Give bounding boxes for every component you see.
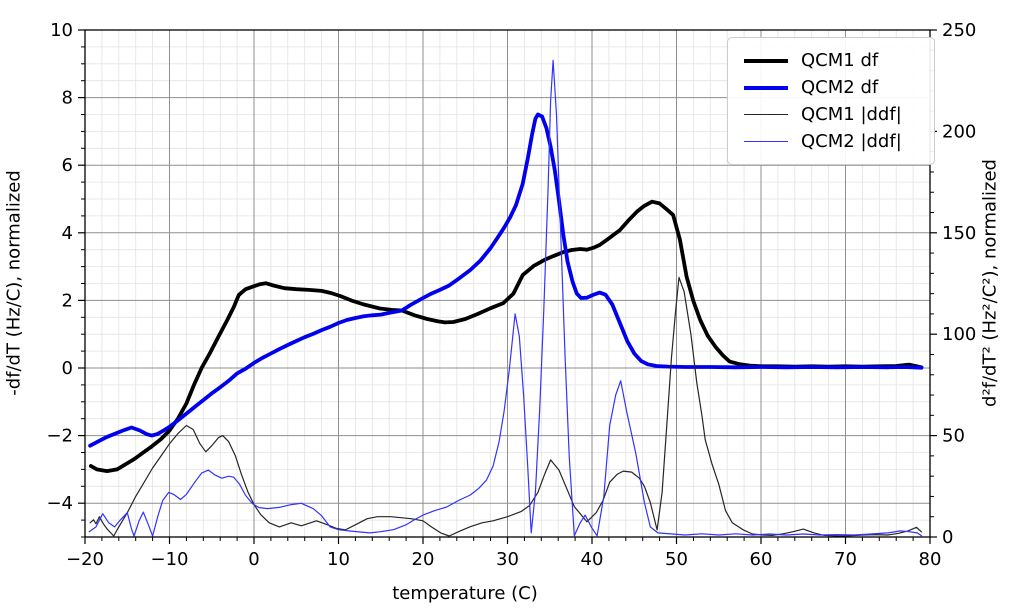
legend-item-label: QCM2 df — [801, 77, 879, 98]
y-right-tick-label: 0 — [942, 527, 953, 548]
legend-item-label: QCM1 |ddf| — [801, 104, 902, 125]
y-left-tick-label: 2 — [62, 290, 73, 311]
y-right-tick-label: 100 — [942, 324, 976, 345]
legend-line-sample — [744, 85, 788, 90]
legend-line-sample — [744, 114, 788, 115]
y-left-tick-label: 4 — [62, 223, 73, 244]
y-right-tick-label: 150 — [942, 223, 976, 244]
y-left-tick-label: −4 — [46, 493, 73, 514]
series-qcm2-ddf — [88, 59, 923, 537]
x-tick-label: 70 — [834, 549, 857, 570]
y-left-tick-label: 8 — [62, 88, 73, 109]
x-tick-label: 10 — [327, 549, 350, 570]
x-tick-label: 30 — [496, 549, 519, 570]
y-right-tick-label: 200 — [942, 121, 976, 142]
x-axis-label: temperature (C) — [392, 583, 538, 604]
y-left-tick-label: 0 — [62, 358, 73, 379]
series-qcm2-df — [88, 112, 924, 448]
x-tick-label: 80 — [919, 549, 942, 570]
y-axis-label-right: d²f/dT² (Hz²/C²), normalized — [979, 159, 1001, 407]
x-tick-label: 50 — [665, 549, 688, 570]
x-tick-label: 0 — [248, 549, 259, 570]
legend: QCM1 df QCM2 df QCM1 |ddf| QCM2 |ddf| — [727, 37, 935, 165]
series-qcm1-ddf — [89, 276, 923, 537]
legend-item: QCM2 |ddf| — [744, 128, 922, 155]
legend-item-label: QCM2 |ddf| — [801, 131, 902, 152]
series-qcm1-df — [89, 199, 924, 474]
legend-item: QCM1 df — [744, 47, 922, 74]
y-left-tick-label: −2 — [46, 426, 73, 447]
y-left-tick-label: 10 — [50, 20, 73, 41]
x-tick-label: 40 — [581, 549, 604, 570]
x-tick-label: −10 — [151, 549, 189, 570]
y-left-tick-label: 6 — [62, 155, 73, 176]
legend-item-label: QCM1 df — [801, 50, 879, 71]
legend-item: QCM2 df — [744, 74, 922, 101]
legend-item: QCM1 |ddf| — [744, 101, 922, 128]
legend-line-sample — [744, 58, 788, 63]
legend-line-sample — [744, 141, 788, 142]
y-right-tick-label: 50 — [942, 426, 965, 447]
x-tick-label: 60 — [750, 549, 773, 570]
x-tick-label: 20 — [412, 549, 435, 570]
x-tick-label: −20 — [66, 549, 104, 570]
y-right-tick-label: 250 — [942, 20, 976, 41]
y-axis-label-left: -df/dT (Hz/C), normalized — [3, 170, 25, 396]
